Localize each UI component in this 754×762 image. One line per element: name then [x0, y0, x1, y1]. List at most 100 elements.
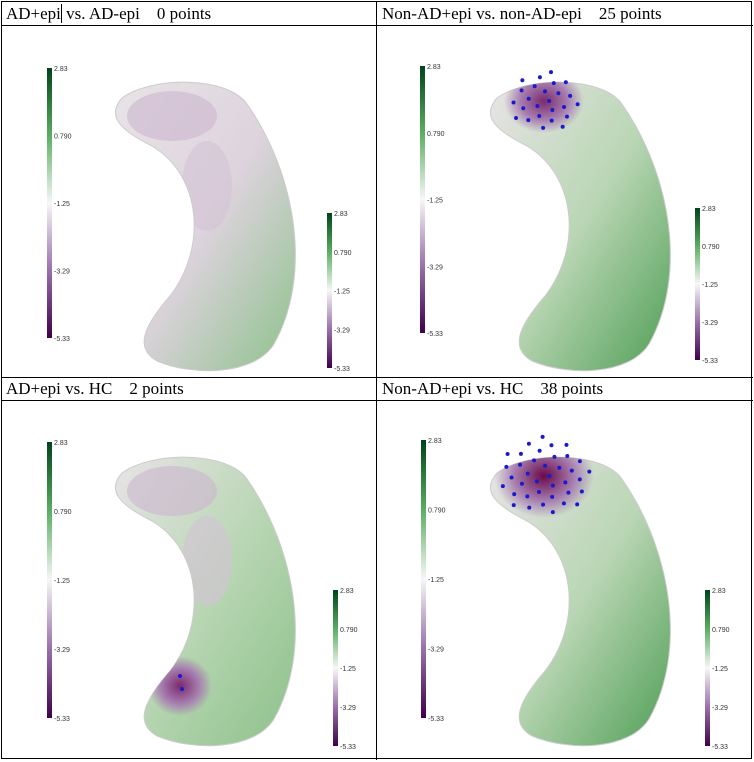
colorbar	[420, 66, 425, 333]
significant-point	[566, 490, 571, 495]
colorbar-tick-label: 2.83	[427, 64, 441, 71]
significant-point	[577, 459, 582, 464]
points-count: 25 points	[598, 4, 662, 23]
significant-point	[541, 125, 546, 130]
significant-point	[525, 494, 530, 499]
significant-point	[564, 114, 569, 119]
significant-point	[563, 480, 568, 485]
significant-point	[560, 124, 565, 129]
significant-point	[521, 106, 526, 111]
significant-point	[543, 463, 548, 468]
colorbar-tick-label: -3.29	[702, 320, 718, 327]
secondary-colorbar	[705, 590, 710, 746]
significant-point	[587, 469, 592, 474]
significant-point	[526, 441, 531, 446]
secondary-colorbar	[333, 590, 338, 746]
row-divider	[1, 25, 753, 26]
colorbar-tick-label: -3.29	[428, 647, 444, 654]
hippocampus-surface	[490, 81, 671, 372]
significant-point	[512, 492, 517, 497]
significant-point	[511, 100, 516, 105]
significant-point	[504, 464, 509, 469]
significant-point	[526, 118, 531, 123]
colorbar-tick-label: 2.83	[54, 66, 68, 73]
significant-point	[518, 451, 523, 456]
colorbar-tick-label: -1.25	[712, 666, 728, 673]
colorbar-tick-label: 2.83	[54, 440, 68, 447]
colorbar-tick-label: 2.83	[334, 211, 348, 218]
significant-point	[540, 434, 545, 439]
significant-point	[563, 80, 568, 85]
significant-point	[565, 454, 570, 459]
colorbar-tick-label: -3.29	[427, 264, 443, 271]
colorbar-tick-label: -1.25	[334, 289, 350, 296]
colorbar-tick-label: -1.25	[54, 201, 70, 208]
colorbar-tick-label: -5.33	[334, 366, 350, 373]
colorbar-tick-label: 2.83	[340, 588, 354, 595]
significant-point	[519, 88, 524, 93]
significant-point	[549, 118, 554, 123]
column-divider	[376, 1, 377, 760]
significant-point	[514, 115, 519, 120]
panel-3-image: 2.83 0.790 -1.25 -3.29 -5.33 2.83 0.790 -1.25 -3…	[2, 401, 374, 753]
colorbar-tick-label: -5.33	[54, 336, 70, 343]
significant-point	[552, 454, 557, 459]
panel-header-3: AD+epi vs. HC 2 points	[6, 378, 184, 400]
panel-header-1: AD+epi vs. AD-epi 0 points	[6, 3, 211, 25]
points-count: 0 points	[156, 4, 212, 23]
colorbar-tick-label: -1.25	[340, 666, 356, 673]
colorbar-tick-label: 2.83	[712, 588, 726, 595]
colorbar-tick-label: 0.790	[428, 508, 446, 515]
secondary-colorbar	[327, 213, 332, 368]
significant-point	[511, 503, 516, 508]
points-count: 2 points	[129, 379, 184, 398]
significant-point	[547, 474, 552, 478]
significant-point	[548, 70, 553, 75]
significant-point	[579, 489, 584, 494]
colorbar-tick-label: -3.29	[54, 647, 70, 654]
significant-point	[550, 510, 555, 515]
panel-4-image: 2.83 0.790 -1.25 -3.29 -5.33 2.83 0.790 -1.25 -3…	[377, 401, 749, 753]
significant-point	[561, 501, 566, 506]
significant-point	[550, 494, 555, 499]
significant-point	[525, 471, 530, 476]
significant-point	[180, 687, 184, 691]
colorbar-tick-label: 0.790	[334, 250, 352, 257]
colorbar-tick-label: -3.29	[54, 269, 70, 276]
significant-point	[549, 443, 554, 448]
colorbar-tick-label: -1.25	[54, 578, 70, 585]
significant-point	[520, 78, 525, 83]
significant-point	[575, 502, 580, 507]
significant-point	[541, 502, 546, 507]
colorbar-tick-label: 0.790	[427, 131, 445, 138]
significant-point	[505, 452, 510, 457]
significant-point	[577, 477, 582, 482]
significant-point	[557, 465, 562, 470]
panel-header-2: Non-AD+epi vs. non-AD-epi 25 points	[382, 3, 662, 25]
panel-title-rest: vs. AD-epi	[61, 4, 140, 23]
significant-point	[547, 99, 552, 103]
colorbar-tick-label: -5.33	[54, 716, 70, 723]
panel-title: AD+epi	[6, 4, 62, 23]
significant-point	[550, 483, 555, 488]
panel-2-image: 2.83 0.790 -1.25 -3.29 -5.33 2.83 0.790 -1.25 -3…	[377, 26, 749, 378]
colorbar-tick-label: 0.790	[702, 244, 720, 251]
significant-point	[178, 674, 182, 678]
significant-point	[509, 475, 514, 480]
significant-point	[569, 468, 574, 473]
significant-point	[550, 108, 555, 113]
colorbar-tick-label: -1.25	[427, 198, 443, 205]
panel-title: AD+epi vs. HC	[6, 379, 113, 398]
significant-point	[532, 84, 537, 89]
colorbar-tick-label: 0.790	[54, 509, 72, 516]
colorbar-tick-label: -5.33	[427, 331, 443, 338]
significant-point	[535, 104, 540, 109]
significant-point	[564, 442, 569, 447]
colorbar-tick-label: -5.33	[340, 744, 356, 751]
significant-point	[532, 458, 537, 463]
panel-title: Non-AD+epi vs. HC	[382, 379, 524, 398]
significant-point	[526, 96, 531, 101]
significant-point	[537, 113, 542, 118]
colorbar-tick-label: -1.25	[702, 282, 718, 289]
significant-point	[518, 462, 523, 467]
